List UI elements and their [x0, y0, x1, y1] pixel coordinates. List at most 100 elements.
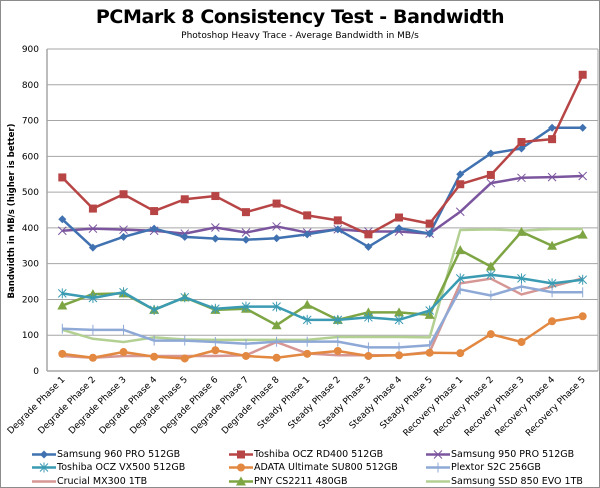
legend-swatch: [32, 480, 56, 483]
x-tick-label: Degrade Phase 4: [98, 375, 160, 437]
series-line: [61, 126, 583, 249]
y-tick-label: 900: [22, 45, 39, 55]
data-point: [395, 351, 404, 360]
series-line: [61, 230, 584, 327]
data-point: [364, 242, 373, 251]
legend-marker: [237, 450, 245, 459]
data-point: [211, 192, 220, 201]
x-tick-label: Recovery Phase 5: [524, 375, 588, 439]
data-point: [180, 292, 190, 303]
legend-item: Plextor S2C 256GB: [426, 461, 541, 474]
legend-label: Crucial MX300 1TB: [57, 476, 148, 487]
legend-label: Toshiba OCZ VX500 512GB: [57, 462, 186, 473]
data-point: [578, 70, 587, 79]
y-tick-label: 400: [22, 224, 39, 234]
data-point: [548, 123, 557, 132]
data-point: [333, 225, 342, 234]
data-point: [88, 293, 98, 304]
legend-marker: [40, 450, 48, 459]
series-line: [61, 74, 584, 236]
x-tick-label: Degrade Phase 1: [6, 375, 67, 436]
data-point: [394, 307, 405, 317]
x-tick-label: Steady Phase 3: [317, 375, 373, 431]
data-point: [333, 346, 342, 355]
data-point: [58, 215, 67, 224]
data-point: [180, 195, 189, 204]
data-point: [119, 287, 128, 298]
data-point: [548, 317, 557, 326]
y-tick-label: 700: [22, 117, 39, 127]
series-samsung-960-pro-512gb: [58, 123, 587, 252]
data-point: [272, 199, 281, 208]
y-axis-ticks: 0 100 200 300 400 500 600 700 800 900: [22, 45, 39, 377]
series-lines: [57, 70, 588, 363]
legend-item: Samsung 950 PRO 512GB: [426, 448, 574, 461]
legend-label: Samsung 950 PRO 512GB: [451, 449, 575, 460]
legend-swatch: [426, 480, 450, 483]
data-point: [425, 219, 434, 228]
data-point: [241, 208, 250, 217]
data-point: [58, 349, 67, 358]
data-point: [395, 213, 404, 222]
data-point: [364, 351, 373, 360]
data-point: [272, 234, 281, 243]
data-point: [517, 144, 526, 153]
legend-marker: [236, 476, 246, 486]
legend-label: Plextor S2C 256GB: [451, 462, 541, 473]
legend-label: ADATA Ultimate SU800 512GB: [254, 462, 398, 473]
legend-label: Samsung SSD 850 EVO 1TB: [451, 476, 583, 487]
series-line: [62, 315, 583, 360]
legend-item: Toshiba OCZ RD400 512GB: [229, 448, 383, 461]
x-tick-label: Degrade Phase 2: [37, 375, 98, 436]
data-point: [88, 353, 97, 362]
line-chart: 0 100 200 300 400 500 600 700 800 900 Degrade Pha…: [6, 45, 599, 439]
legend-swatch: [229, 476, 253, 486]
data-point: [303, 230, 312, 239]
legend-item: ADATA Ultimate SU800 512GB: [229, 461, 398, 474]
y-axis-label: Bandwidth in MB/s (higher is better): [7, 123, 17, 298]
data-point: [333, 314, 343, 325]
data-point: [547, 278, 557, 289]
data-point: [456, 180, 465, 189]
data-point: [271, 320, 282, 330]
data-point: [394, 314, 404, 325]
x-tick-label: Degrade Phase 7: [190, 375, 251, 436]
data-point: [303, 211, 312, 220]
data-point: [578, 171, 588, 181]
legend-label: Toshiba OCZ RD400 512GB: [254, 449, 384, 460]
x-tick-label: Degrade Phase 3: [67, 375, 128, 436]
data-point: [517, 173, 526, 183]
data-point: [486, 178, 496, 188]
legend-item: Samsung SSD 850 EVO 1TB: [426, 475, 583, 488]
data-point: [150, 207, 159, 216]
legend-marker: [39, 462, 49, 473]
data-point: [455, 245, 466, 255]
data-point: [272, 353, 281, 362]
data-point: [516, 226, 527, 236]
legend-swatch: [229, 463, 253, 472]
data-point: [180, 354, 189, 363]
x-tick-label: Steady Phase 1: [256, 375, 312, 431]
data-point: [88, 224, 98, 233]
series-line: [62, 285, 583, 349]
data-point: [485, 261, 496, 271]
data-point: [547, 240, 558, 250]
x-tick-label: Steady Phase 2: [287, 375, 343, 431]
data-point: [486, 170, 495, 179]
data-point: [241, 301, 251, 312]
legend-swatch: [229, 450, 253, 459]
data-point: [363, 307, 374, 317]
data-point: [578, 274, 588, 285]
data-point: [517, 338, 526, 347]
data-point: [211, 303, 220, 314]
data-point: [578, 123, 587, 132]
data-point: [272, 301, 281, 312]
legend-marker: [433, 450, 443, 459]
data-point: [548, 135, 557, 144]
y-tick-label: 200: [22, 295, 39, 305]
chart-title: PCMark 8 Consistency Test - Bandwidth: [95, 6, 505, 28]
legend-item: Toshiba OCZ VX500 512GB: [32, 461, 185, 474]
x-tick-label: Degrade Phase 5: [128, 375, 189, 436]
data-point: [364, 312, 373, 323]
